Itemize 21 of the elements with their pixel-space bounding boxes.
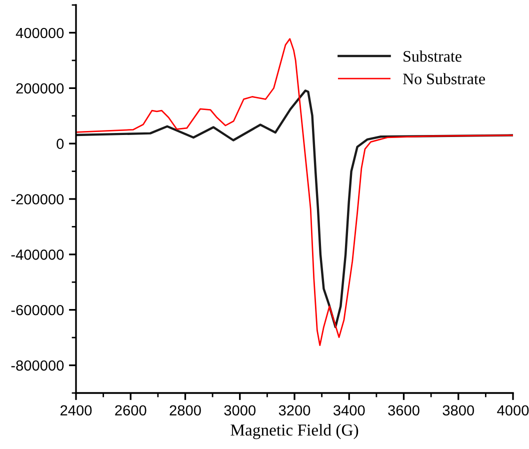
line-series: [76, 38, 513, 346]
x-tick-label: 3400: [333, 405, 365, 416]
x-tick-label: 3200: [278, 405, 310, 416]
y-tick-label: -800000: [11, 360, 64, 371]
y-tick-label: 400000: [16, 28, 64, 38]
x-tick-label: 4000: [497, 405, 529, 416]
legend-label: No Substrate: [403, 73, 485, 84]
x-tick-label: 2800: [170, 405, 201, 416]
x-tick-label: 2600: [115, 405, 146, 416]
x-tick-label: 2400: [60, 405, 92, 416]
legend-label: Substrate: [404, 50, 462, 62]
y-tick-label: -200000: [11, 194, 64, 204]
y-tick-label: -600000: [11, 304, 64, 316]
y-tick-label: 200000: [16, 83, 64, 94]
x-tick-label: 3600: [388, 405, 420, 416]
y-tick-label: -400000: [11, 250, 64, 260]
x-tick-label: 3800: [442, 405, 474, 416]
y-tick-label: 0: [56, 138, 64, 149]
line-series: [76, 90, 513, 328]
x-axis-title: Magnetic Field (G): [230, 424, 358, 440]
x-tick-label: 3000: [224, 405, 256, 416]
